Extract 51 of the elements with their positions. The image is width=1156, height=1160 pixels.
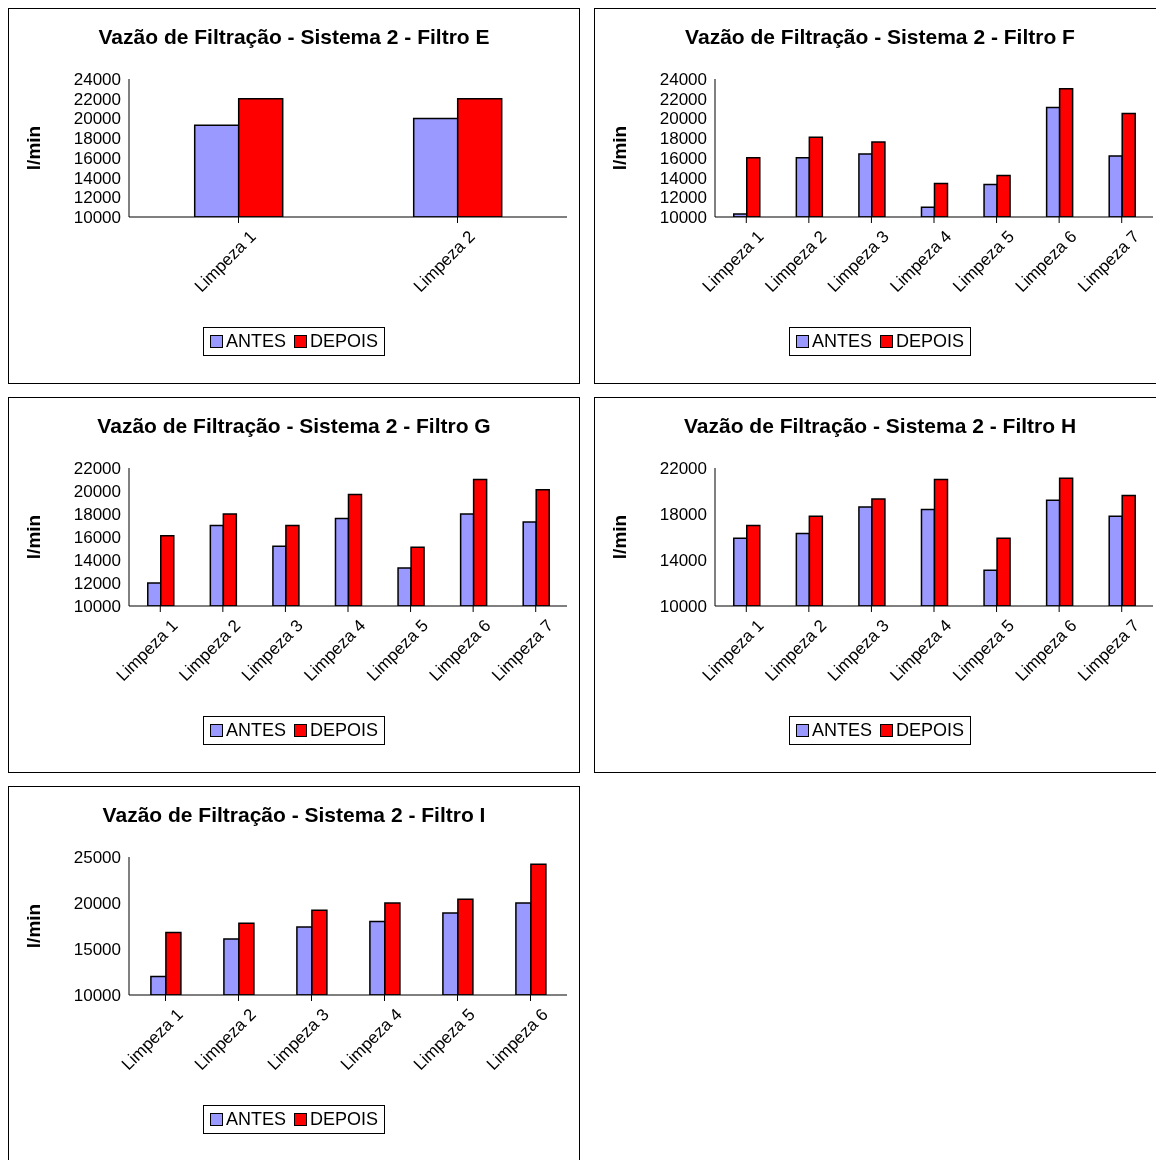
y-tick-label: 24000 (73, 70, 121, 90)
y-tick-label: 22000 (659, 459, 707, 479)
y-tick-label: 20000 (73, 482, 121, 502)
y-tick-label: 25000 (73, 848, 121, 868)
y-tick-label: 16000 (73, 528, 121, 548)
y-tick-label: 14000 (73, 551, 121, 571)
legend-label: ANTES (224, 1109, 286, 1130)
y-tick-label: 15000 (73, 940, 121, 960)
chart-title: Vazão de Filtração - Sistema 2 - Filtro I (101, 803, 487, 828)
legend-label: ANTES (224, 720, 286, 741)
y-tick-label: 18000 (73, 129, 121, 149)
y-tick-label: 20000 (659, 109, 707, 129)
y-tick-label: 14000 (73, 168, 121, 188)
y-tick-label: 12000 (659, 188, 707, 208)
y-tick-label: 10000 (659, 208, 707, 228)
y-tick-label: 16000 (73, 148, 121, 168)
legend-label: DEPOIS (895, 331, 965, 352)
legend-label: DEPOIS (309, 1109, 379, 1130)
y-axis-title: l/min (608, 514, 630, 560)
y-axis-title: l/min (22, 125, 44, 171)
y-tick-label: 18000 (73, 505, 121, 525)
y-tick-label: 10000 (659, 597, 707, 617)
y-tick-label: 10000 (73, 597, 121, 617)
y-tick-label: 22000 (73, 459, 121, 479)
y-tick-label: 24000 (659, 70, 707, 90)
y-tick-label: 22000 (73, 89, 121, 109)
y-tick-label: 20000 (73, 109, 121, 129)
y-tick-label: 18000 (659, 129, 707, 149)
y-tick-label: 12000 (73, 574, 121, 594)
y-tick-label: 14000 (659, 168, 707, 188)
y-axis-title: l/min (608, 125, 630, 171)
y-tick-label: 14000 (659, 551, 707, 571)
chart-title: Vazão de Filtração - Sistema 2 - Filtro F (684, 25, 1076, 50)
y-tick-label: 22000 (659, 89, 707, 109)
chart-title: Vazão de Filtração - Sistema 2 - Filtro G (96, 414, 492, 439)
chart-title: Vazão de Filtração - Sistema 2 - Filtro E (97, 25, 491, 50)
legend-label: DEPOIS (309, 720, 379, 741)
legend-label: DEPOIS (309, 331, 379, 352)
y-tick-label: 10000 (73, 986, 121, 1006)
y-tick-label: 12000 (73, 188, 121, 208)
y-tick-label: 16000 (659, 148, 707, 168)
legend-label: DEPOIS (895, 720, 965, 741)
y-axis-title: l/min (22, 514, 44, 560)
legend-label: ANTES (810, 331, 872, 352)
chart-title: Vazão de Filtração - Sistema 2 - Filtro H (682, 414, 1078, 439)
y-tick-label: 18000 (659, 505, 707, 525)
legend-label: ANTES (224, 331, 286, 352)
y-axis-title: l/min (22, 903, 44, 949)
y-tick-label: 10000 (73, 208, 121, 228)
legend-label: ANTES (810, 720, 872, 741)
y-tick-label: 20000 (73, 894, 121, 914)
